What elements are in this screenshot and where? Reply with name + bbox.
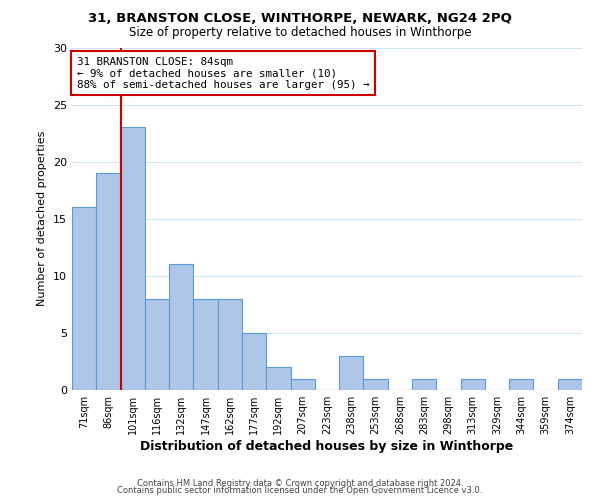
Bar	[364, 378, 388, 390]
Bar	[169, 264, 193, 390]
Bar	[290, 378, 315, 390]
Bar	[266, 367, 290, 390]
Y-axis label: Number of detached properties: Number of detached properties	[37, 131, 47, 306]
Bar	[121, 128, 145, 390]
Text: Contains HM Land Registry data © Crown copyright and database right 2024.: Contains HM Land Registry data © Crown c…	[137, 478, 463, 488]
Bar	[145, 298, 169, 390]
Bar	[193, 298, 218, 390]
Bar	[242, 333, 266, 390]
Bar	[558, 378, 582, 390]
Bar	[461, 378, 485, 390]
Bar	[218, 298, 242, 390]
Bar	[412, 378, 436, 390]
Bar	[509, 378, 533, 390]
Text: 31, BRANSTON CLOSE, WINTHORPE, NEWARK, NG24 2PQ: 31, BRANSTON CLOSE, WINTHORPE, NEWARK, N…	[88, 12, 512, 26]
Bar	[96, 173, 121, 390]
Bar	[339, 356, 364, 390]
X-axis label: Distribution of detached houses by size in Winthorpe: Distribution of detached houses by size …	[140, 440, 514, 453]
Bar	[72, 208, 96, 390]
Text: Size of property relative to detached houses in Winthorpe: Size of property relative to detached ho…	[129, 26, 471, 39]
Text: 31 BRANSTON CLOSE: 84sqm
← 9% of detached houses are smaller (10)
88% of semi-de: 31 BRANSTON CLOSE: 84sqm ← 9% of detache…	[77, 56, 370, 90]
Text: Contains public sector information licensed under the Open Government Licence v3: Contains public sector information licen…	[118, 486, 482, 495]
